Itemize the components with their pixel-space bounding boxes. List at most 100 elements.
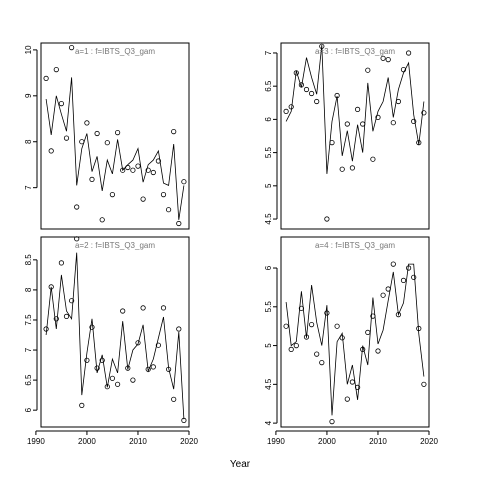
panel-3-point — [135, 340, 141, 346]
panel-1-point — [109, 192, 116, 198]
panel-2-point — [421, 110, 427, 116]
panel-3-y-tick-label: 7 — [24, 347, 33, 352]
panel-4-point — [319, 359, 325, 366]
panel-3-x-tick-label: 2000 — [78, 437, 96, 446]
panel-2-point — [324, 216, 330, 222]
panel-1-point — [53, 67, 59, 73]
panel-1-point — [79, 139, 85, 145]
panel-1-point — [43, 75, 49, 82]
x-axis-label: Year — [230, 459, 251, 470]
panel-4-point — [334, 323, 340, 329]
panel-4-y-tick-label: 6 — [264, 265, 273, 270]
panel-4-point — [314, 351, 320, 357]
panel-2-frame — [280, 42, 430, 230]
panel-1-point — [150, 169, 156, 176]
panel-2-y-tick-label: 4.5 — [264, 213, 273, 225]
panel-1-y-tick-label: 7 — [24, 185, 33, 190]
panel-3-point — [171, 396, 177, 402]
panel-1-title: a=1 : f=IBTS_Q3_gam — [75, 47, 155, 56]
panel-2-y-tick-label: 5 — [264, 183, 273, 188]
panel-3-point — [150, 364, 156, 370]
panel-2-y-tick-label: 5.5 — [264, 146, 273, 158]
panel-3-point — [79, 402, 85, 408]
panel-4-x-tick-label: 1990 — [267, 437, 285, 446]
panel-3-y-tick-label: 6.5 — [24, 374, 33, 386]
panel-3-point — [43, 326, 49, 332]
panel-2-point — [385, 56, 391, 63]
panel-1-point — [63, 135, 70, 141]
panel-2-point — [416, 140, 422, 146]
panel-4-point — [360, 346, 366, 352]
panel-4-point — [365, 329, 371, 335]
panel-3-point — [53, 316, 59, 322]
panel-4-point — [411, 274, 417, 280]
panel-2-point — [293, 70, 299, 76]
panel-1-point — [140, 196, 146, 202]
panel-1-point — [155, 158, 161, 164]
panel-4-point — [385, 286, 391, 292]
panel-2-point — [395, 98, 401, 105]
panel-4-point — [354, 384, 361, 390]
panel-2-y-tick-label: 6.5 — [264, 80, 273, 92]
panel-4-frame — [280, 236, 430, 428]
panel-3-point — [84, 357, 90, 363]
panel-1-point — [84, 120, 90, 126]
panel-1-y-tick-label: 10 — [24, 45, 33, 54]
panel-4-y-tick-label: 4.5 — [264, 378, 273, 390]
panel-3-point — [74, 236, 80, 242]
panel-3-point — [69, 298, 75, 304]
panel-1-point — [145, 167, 151, 173]
panel-3-point — [181, 417, 187, 423]
panel-4-y-tick-label: 4 — [264, 420, 273, 425]
panel-2-point — [303, 86, 310, 93]
panel-3-title: a=2 : f=IBTS_Q3_gam — [75, 241, 155, 250]
panel-1-point — [181, 179, 187, 185]
panel-3-y-tick-label: 6 — [24, 407, 33, 412]
panel-3-point — [160, 305, 167, 311]
panel-3-point — [89, 324, 95, 330]
panel-3-point — [155, 342, 161, 348]
panel-4-x-tick-label: 2020 — [420, 437, 438, 446]
panel-1-point — [130, 167, 136, 173]
panel-1-point — [120, 167, 126, 173]
panel-4-point — [293, 342, 299, 349]
panel-3-x-tick-label: 1990 — [27, 437, 45, 446]
panel-4-point — [416, 325, 422, 332]
panel-3-point — [120, 308, 126, 314]
panel-1-frame — [40, 42, 190, 230]
panel-2-point — [329, 140, 335, 146]
panel-2-point — [319, 43, 325, 49]
panel-1-point — [176, 220, 182, 227]
panel-2-point — [360, 121, 366, 127]
panel-2-title: a=3 : f=IBTS_Q3_gam — [315, 47, 395, 56]
panel-3-y-tick-label: 8 — [24, 287, 33, 292]
panel-1-point — [48, 148, 54, 154]
panel-2-point — [365, 67, 371, 73]
panel-2-point — [390, 120, 396, 126]
panel-3-point — [63, 313, 70, 319]
panel-3-x-tick-label: 2020 — [180, 437, 198, 446]
panel-2-y-tick-label: 6 — [264, 117, 273, 122]
panel-4-point — [390, 261, 396, 267]
panel-3-point — [99, 357, 105, 363]
panel-3-point — [145, 366, 151, 372]
panel-3-point — [166, 366, 172, 372]
panel-4-point — [370, 313, 376, 319]
panel-2-point — [375, 114, 381, 121]
panel-4-title: a=4 : f=IBTS_Q3_gam — [315, 241, 395, 250]
panel-2-point — [405, 50, 412, 56]
panel-2-point — [380, 55, 386, 61]
panel-4-point — [395, 311, 401, 318]
panel-1-point — [160, 192, 167, 198]
panel-4-point — [339, 335, 345, 341]
panel-1-point — [94, 130, 100, 137]
panel-2-point — [288, 104, 294, 110]
panel-3-point — [125, 365, 131, 371]
panel-4-point — [375, 348, 381, 354]
panel-4-point — [344, 396, 350, 402]
panel-3-point — [115, 381, 121, 387]
panel-3-point — [130, 377, 136, 383]
panel-3-point — [58, 260, 65, 266]
panel-4-point — [324, 310, 330, 316]
panel-3-x-tick-label: 2010 — [129, 437, 147, 446]
